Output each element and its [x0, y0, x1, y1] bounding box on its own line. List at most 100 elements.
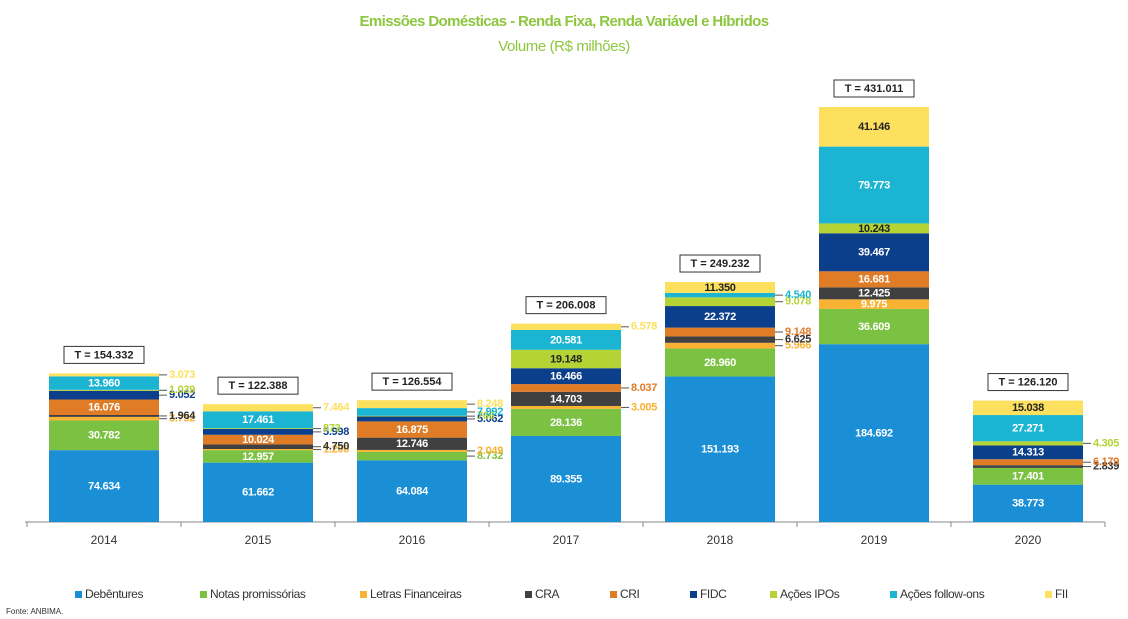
bar-segment [511, 405, 621, 409]
legend-swatch [75, 591, 82, 598]
data-label: 4.750 [323, 441, 349, 453]
data-label: 15.038 [1012, 402, 1044, 414]
bar-segment [665, 348, 775, 377]
legend-label: CRA [535, 587, 560, 601]
data-label: 61.662 [242, 487, 274, 499]
bar-segment [819, 233, 929, 272]
data-label: 16.875 [396, 424, 428, 436]
total-box [217, 376, 299, 395]
data-label: 4.305 [1093, 437, 1119, 449]
data-label: 11.350 [704, 282, 735, 294]
data-label: 16.681 [858, 274, 890, 286]
data-label: 873 [323, 422, 341, 434]
data-label: 8.732 [477, 450, 503, 462]
bar-segment [973, 465, 1083, 468]
x-tick-label: 2020 [1015, 533, 1042, 547]
bar-segment [819, 287, 929, 300]
data-label: 8.248 [477, 398, 503, 410]
bar-segment [511, 384, 621, 392]
bar-segment [511, 435, 621, 522]
data-label: 17.461 [242, 414, 274, 426]
data-label: 8.037 [631, 382, 657, 394]
data-label: 89.355 [550, 473, 582, 485]
bar-segment [665, 327, 775, 337]
data-label: 12.957 [242, 451, 274, 463]
bar-segment [203, 450, 313, 463]
total-label: T = 126.120 [998, 376, 1057, 388]
bar-segment [665, 306, 775, 328]
bar-segment [357, 416, 467, 422]
bar-segment [819, 146, 929, 224]
data-label: 17.401 [1012, 471, 1044, 483]
data-label: 5.966 [785, 340, 811, 352]
bar-segment [819, 271, 929, 288]
bar-segment [49, 399, 159, 415]
data-label: 79.773 [858, 179, 890, 191]
bar-segment [203, 434, 313, 445]
x-tick-label: 2015 [245, 533, 272, 547]
source-note: Fonte: ANBIMA. [6, 607, 63, 616]
data-label: 6.578 [631, 321, 657, 333]
total-box [833, 79, 915, 98]
data-label: 74.634 [88, 480, 121, 492]
data-label: 184.692 [855, 427, 893, 439]
legend-swatch [890, 591, 897, 598]
total-label: T = 126.554 [382, 376, 442, 388]
data-label: 2.839 [1093, 460, 1119, 472]
legend-swatch [1045, 591, 1052, 598]
bar-segment [665, 292, 775, 298]
bar-segment [357, 400, 467, 409]
data-label: 7.464 [323, 402, 350, 414]
data-label: 20.581 [550, 334, 582, 346]
data-label: 1.200 [323, 443, 349, 455]
data-label: 10.243 [858, 223, 890, 235]
data-label: 16.076 [88, 402, 120, 414]
bar-segment [357, 437, 467, 450]
bar-segment [203, 428, 313, 429]
data-label: 9.078 [785, 296, 811, 308]
x-tick-label: 2018 [707, 533, 734, 547]
bar-segment [511, 391, 621, 406]
x-tick-label: 2016 [399, 533, 426, 547]
total-label: T = 431.011 [845, 83, 903, 95]
bar-segment [357, 421, 467, 438]
bar-segment [49, 373, 159, 377]
data-label: 22.372 [704, 311, 736, 323]
x-tick-label: 2017 [553, 533, 580, 547]
bar-segment [49, 414, 159, 417]
data-label: 16.466 [550, 371, 582, 383]
bar-segment [973, 400, 1083, 416]
data-label: 12.746 [396, 438, 428, 450]
chart-subtitle: Volume (R$ milhões) [498, 38, 630, 55]
x-tick-label: 2019 [861, 533, 888, 547]
total-box [525, 296, 607, 315]
bar-segment [819, 308, 929, 345]
bar-segment [203, 428, 313, 435]
data-label: 9.052 [169, 389, 195, 401]
data-label: 14.313 [1012, 447, 1044, 459]
data-label: 64.084 [396, 486, 429, 498]
legend-swatch [690, 591, 697, 598]
total-box [63, 345, 145, 364]
bar-segment [49, 416, 159, 421]
legend-label: Ações follow-ons [900, 587, 985, 601]
data-label: 6.625 [785, 334, 811, 346]
legend-label: FII [1055, 587, 1068, 601]
data-label: 13.960 [88, 377, 120, 389]
total-box [679, 254, 761, 273]
bar-segment [357, 408, 467, 416]
data-label: 12.425 [858, 288, 890, 300]
total-label: T = 206.008 [536, 300, 595, 312]
bar-segment [203, 462, 313, 522]
data-label: 9.975 [861, 299, 887, 311]
bar-segment [511, 323, 621, 330]
bar-segment [49, 376, 159, 390]
data-label: 30.782 [88, 430, 120, 442]
data-label: 14.703 [550, 393, 582, 405]
data-label: 41.146 [858, 121, 890, 133]
bar-segment [973, 467, 1083, 485]
data-label: 766 [477, 410, 495, 422]
legend-label: CRI [620, 587, 640, 601]
bar-segment [203, 444, 313, 449]
total-box [371, 372, 453, 391]
